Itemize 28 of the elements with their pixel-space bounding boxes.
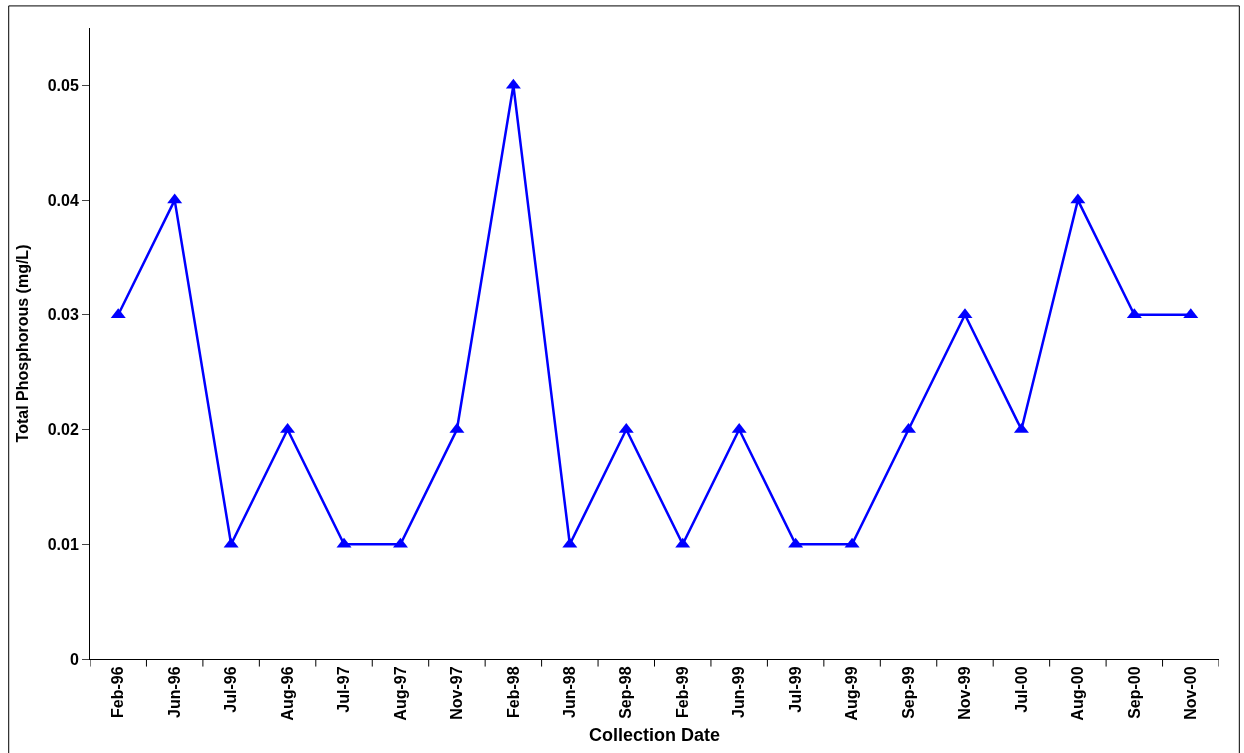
x-tick-label: Feb-99: [673, 666, 691, 718]
x-tick-label: Jul-00: [1012, 666, 1030, 713]
y-tick-label: 0.04: [47, 191, 79, 209]
y-axis-title: Total Phosphorous (mg/L): [13, 244, 31, 443]
x-tick-label: Sep-98: [617, 666, 635, 719]
x-tick-label: Jul-97: [335, 666, 353, 713]
y-tick-label: 0.05: [47, 76, 79, 94]
x-tick-label: Nov-99: [956, 666, 974, 720]
y-tick-label: 0: [69, 650, 79, 668]
x-tick-label: Aug-99: [843, 666, 861, 721]
x-tick-label: Nov-00: [1181, 666, 1199, 720]
y-tick-label: 0.03: [47, 306, 79, 324]
x-tick-label: Aug-00: [1069, 666, 1087, 721]
x-tick-label: Jun-99: [730, 666, 748, 718]
x-tick-label: Jun-96: [165, 666, 183, 718]
x-tick-label: Jul-96: [222, 666, 240, 713]
x-tick-label: Aug-96: [278, 666, 296, 721]
x-axis-title: Collection Date: [588, 724, 721, 745]
x-tick-label: Feb-98: [504, 666, 522, 718]
x-tick-label: Jun-98: [561, 666, 579, 718]
x-tick-label: Aug-97: [391, 666, 409, 721]
x-tick-label: Sep-99: [899, 666, 917, 719]
y-tick-label: 0.01: [47, 535, 79, 553]
x-tick-label: Feb-96: [109, 666, 127, 718]
x-tick-label: Nov-97: [448, 666, 466, 720]
y-tick-label: 0.02: [47, 421, 79, 439]
x-tick-label: Jul-99: [786, 666, 804, 713]
x-tick-label: Sep-00: [1125, 666, 1143, 719]
